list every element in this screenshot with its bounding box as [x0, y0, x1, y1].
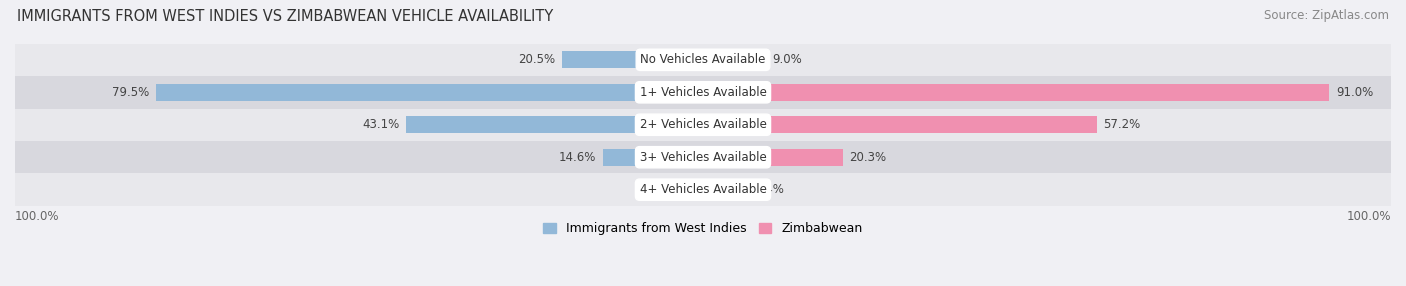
Bar [671, 181, 703, 198]
Bar [603, 149, 703, 166]
Text: 20.3%: 20.3% [849, 151, 887, 164]
Text: 79.5%: 79.5% [112, 86, 149, 99]
Text: 91.0%: 91.0% [1336, 86, 1374, 99]
Text: No Vehicles Available: No Vehicles Available [640, 53, 766, 66]
Bar [406, 116, 703, 133]
Bar [15, 173, 1391, 206]
Text: IMMIGRANTS FROM WEST INDIES VS ZIMBABWEAN VEHICLE AVAILABILITY: IMMIGRANTS FROM WEST INDIES VS ZIMBABWEA… [17, 9, 553, 23]
Text: 20.5%: 20.5% [517, 53, 555, 66]
Text: 9.0%: 9.0% [772, 53, 801, 66]
Text: 43.1%: 43.1% [363, 118, 399, 131]
Bar [703, 181, 747, 198]
Bar [15, 43, 1391, 76]
Text: Source: ZipAtlas.com: Source: ZipAtlas.com [1264, 9, 1389, 21]
Text: 4+ Vehicles Available: 4+ Vehicles Available [640, 183, 766, 196]
Text: 1+ Vehicles Available: 1+ Vehicles Available [640, 86, 766, 99]
Bar [15, 141, 1391, 173]
Bar [15, 76, 1391, 108]
Text: 100.0%: 100.0% [15, 210, 59, 223]
Text: 4.7%: 4.7% [634, 183, 664, 196]
Bar [562, 51, 703, 68]
Bar [156, 84, 703, 101]
Text: 100.0%: 100.0% [1347, 210, 1391, 223]
Text: 3+ Vehicles Available: 3+ Vehicles Available [640, 151, 766, 164]
Bar [703, 51, 765, 68]
Legend: Immigrants from West Indies, Zimbabwean: Immigrants from West Indies, Zimbabwean [543, 223, 863, 235]
Bar [703, 149, 842, 166]
Bar [15, 108, 1391, 141]
Bar [703, 116, 1097, 133]
Text: 6.4%: 6.4% [754, 183, 783, 196]
Text: 57.2%: 57.2% [1104, 118, 1140, 131]
Bar [703, 84, 1329, 101]
Text: 2+ Vehicles Available: 2+ Vehicles Available [640, 118, 766, 131]
Text: 14.6%: 14.6% [558, 151, 596, 164]
